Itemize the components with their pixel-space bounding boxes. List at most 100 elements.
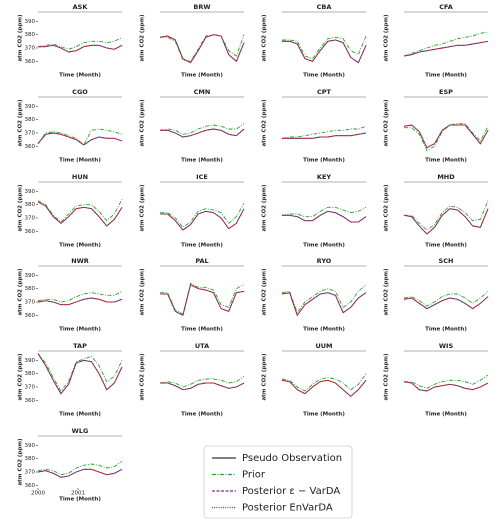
series-line [160,282,245,315]
series-line [403,31,489,57]
x-axis-label: Time (Month) [425,327,467,333]
series-line [37,353,123,395]
y-tick-label: 380 [25,202,36,208]
x-axis-label: Time (Month) [59,412,101,418]
y-tick-label: 370 [25,131,36,137]
series-line [403,381,489,392]
series-line [37,128,123,146]
y-tick-label: 390 [25,189,36,195]
y-axis-label: atm CO2 (ppm) [384,184,390,232]
legend-label: Pseudo Observation [242,453,342,464]
y-axis-label: atm CO2 (ppm) [262,99,268,147]
y-axis-label: atm CO2 (ppm) [262,353,268,401]
panel-title: SCH [439,257,454,265]
legend-label: Posterior ε − VarDA [242,486,340,497]
y-axis-label: atm CO2 (ppm) [262,268,268,316]
series-line [160,34,245,62]
panel-title: NWR [71,257,89,265]
series-line [37,468,123,478]
panel-title: HUN [72,173,88,181]
y-axis-label: atm CO2 (ppm) [18,438,24,486]
series-line [37,353,123,392]
series-line [37,201,123,227]
series-line [160,128,245,138]
y-tick-label: 370 [25,470,36,476]
series-line [37,353,123,395]
series-line [403,40,489,57]
series-line [282,132,367,139]
x-axis-label: Time (Month) [303,158,345,164]
series-line [281,125,367,139]
x-axis-label: Time (Month) [425,158,467,164]
panel-title: ESP [439,88,453,96]
y-tick-label: 390 [25,104,36,110]
panel-title: BRW [193,3,210,11]
x-axis-label: Time (Month) [59,243,101,249]
panel-title: UUM [315,342,332,350]
panel-title: ASK [73,3,89,11]
legend-box [203,445,353,519]
panel-title: CMN [194,88,211,96]
series-line [37,460,123,476]
y-axis-label: atm CO2 (ppm) [262,184,268,232]
series-line [37,132,123,146]
y-tick-label: 380 [25,32,36,38]
y-tick-label: 390 [25,443,36,449]
series-line [404,200,489,231]
x-axis-label: Time (Month) [303,327,345,333]
x-tick-label: 2000 [31,491,45,497]
y-tick-label: 380 [25,286,36,292]
y-axis-label: atm CO2 (ppm) [140,184,146,232]
y-axis-label: atm CO2 (ppm) [384,268,390,316]
legend-label: Prior [242,470,266,481]
panel-title: CGO [72,88,88,96]
panel-title: CPT [317,88,332,96]
y-tick-label: 360 [25,483,36,489]
series-line [37,297,123,306]
series-line [403,296,489,310]
y-axis-label: atm CO2 (ppm) [384,99,390,147]
y-axis-label: atm CO2 (ppm) [262,14,268,62]
x-axis-label: Time (Month) [181,327,223,333]
x-axis-label: Time (Month) [181,158,223,164]
series-line [160,382,245,391]
series-line [160,128,245,138]
x-axis-label: Time (Month) [59,327,101,333]
y-tick-label: 390 [25,358,36,364]
series-line [37,297,123,306]
series-line [37,132,123,146]
y-tick-label: 360 [25,398,36,404]
y-axis-label: atm CO2 (ppm) [384,353,390,401]
y-tick-label: 360 [25,59,36,65]
panel-title: CFA [439,3,453,11]
series-line [281,292,367,317]
y-axis-label: atm CO2 (ppm) [140,268,146,316]
y-axis-label: atm CO2 (ppm) [384,14,390,62]
x-axis-label: Time (Month) [303,412,345,418]
y-tick-label: 360 [25,313,36,319]
series-line [37,468,123,478]
y-tick-label: 360 [25,144,36,150]
series-line [404,374,489,389]
y-tick-label: 380 [25,456,36,462]
series-line [282,210,367,223]
series-line [403,208,489,235]
panel-title: MHD [437,173,455,181]
series-line [37,36,123,50]
series-line [403,124,489,149]
series-line [282,132,367,139]
series-line [38,44,123,53]
legend-label: Posterior EnVarDA [242,503,333,514]
y-axis-label: atm CO2 (ppm) [140,353,146,401]
x-axis-label: Time (Month) [181,73,223,79]
x-axis-label: Time (Month) [303,243,345,249]
series-line [282,35,367,60]
y-axis-label: atm CO2 (ppm) [140,14,146,62]
x-axis-label: Time (Month) [181,412,223,418]
panel-title: WLG [72,427,89,435]
y-tick-label: 370 [25,385,36,391]
y-tick-label: 370 [25,46,36,52]
panel-title: KEY [317,173,331,181]
x-axis-label: Time (Month) [59,158,101,164]
